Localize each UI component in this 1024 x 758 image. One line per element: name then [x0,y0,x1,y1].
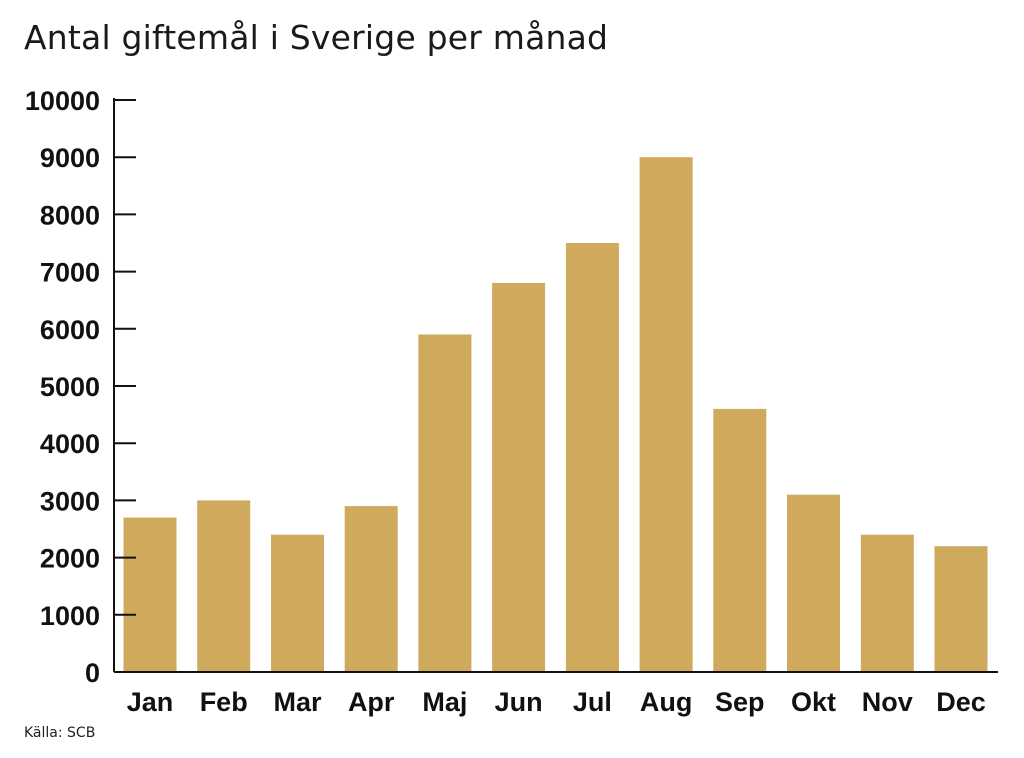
y-tick-label: 5000 [40,372,100,402]
bar-apr [344,506,398,672]
bar-jul [565,243,619,672]
x-category-label: Okt [791,687,836,717]
bar-feb [197,500,251,672]
bar-mar [271,534,324,672]
bar-nov [860,534,914,672]
y-tick-label: 2000 [40,544,100,574]
x-category-label: Apr [348,687,395,717]
x-category-label: Mar [273,687,322,717]
y-tick-label: 9000 [40,143,100,173]
bar-jan [123,517,177,672]
x-category-labels: Jan Feb Mar Apr Maj Jun Jul Aug Sep Okt Nov Dec [127,687,986,717]
x-category-label: Feb [200,687,248,717]
y-tick-label: 0 [85,658,100,688]
x-category-label: Jan [127,687,174,717]
x-category-label: Maj [422,687,467,717]
bar-jun [492,283,546,672]
bars-layer [123,157,988,672]
y-ticks: 0 1000 2000 3000 4000 5000 6000 7000 8000 9000 100… [25,86,136,688]
x-category-label: Jun [495,687,543,717]
bar-sep [713,408,767,672]
source-note: Källa: SCB [24,725,96,741]
y-tick-label: 4000 [40,429,100,459]
chart-title: Antal giftemål i Sverige per månad [24,18,609,57]
y-tick-label: 3000 [40,486,100,516]
x-category-label: Dec [936,687,986,717]
y-tick-label: 1000 [40,601,100,631]
x-category-label: Nov [862,687,913,717]
y-tick-label: 10000 [25,86,100,116]
bar-aug [639,157,693,672]
x-category-label: Sep [715,687,765,717]
bar-okt [787,494,840,672]
y-tick-label: 7000 [40,258,100,288]
x-category-label: Aug [640,687,692,717]
y-tick-label: 8000 [40,200,100,230]
bar-maj [418,334,472,672]
y-tick-label: 6000 [40,315,100,345]
bar-dec [934,546,988,672]
x-category-label: Jul [573,687,612,717]
